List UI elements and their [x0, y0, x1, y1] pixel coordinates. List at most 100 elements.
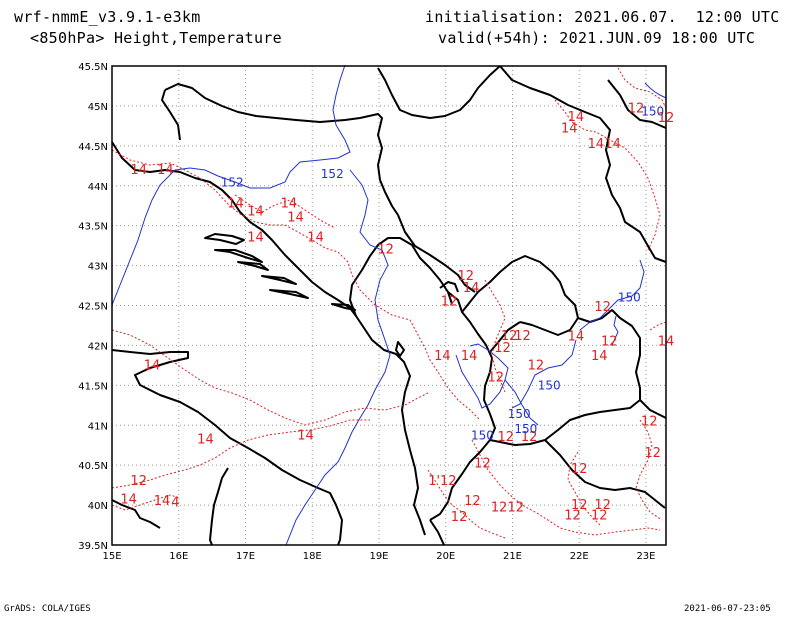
- footer-credit: GrADS: COLA/IGES: [4, 604, 91, 614]
- temperature-contour-label: 12: [528, 358, 545, 373]
- temperature-contour-label: 12: [377, 243, 394, 258]
- temperature-contour-label: 4: [171, 496, 179, 511]
- map-frame: [111, 65, 667, 546]
- coastline-italy: [111, 349, 343, 546]
- temperature-contour-label: 14: [588, 137, 605, 152]
- temperature-contour-label: 12: [571, 462, 588, 477]
- temperature-contour-label: 14: [463, 281, 480, 296]
- island-hvar: [237, 261, 269, 271]
- coastline-adriatic-east: [111, 141, 426, 536]
- temperature-contour-label: 12: [494, 341, 511, 356]
- lake-scutari: [395, 341, 405, 357]
- temperature-contour-label: 12: [441, 295, 458, 310]
- temperature-contours: [111, 67, 667, 539]
- temperature-contour-label: 12: [521, 430, 538, 445]
- temp-contour-14-south: [111, 419, 370, 489]
- temperature-contour-label: 14: [568, 110, 585, 125]
- height-contour-label: 150: [514, 422, 537, 436]
- coastline-calabria: [111, 499, 161, 529]
- temperature-contour-label: 14: [287, 211, 304, 226]
- island-krk: [204, 233, 245, 245]
- height-contour-150-ne: [644, 82, 667, 99]
- temp-contour-12-central: [567, 451, 601, 526]
- height-contour-label: 150: [618, 291, 641, 305]
- lat-tick-label: 43.5N: [78, 222, 108, 233]
- border-bosnia: [397, 214, 476, 293]
- border-bulgaria-greece: [639, 399, 667, 419]
- island-korcula: [261, 275, 297, 285]
- temperature-contour-label: 12: [594, 498, 611, 513]
- temperature-contour-label: 12: [564, 508, 581, 523]
- height-contour-label: 150: [641, 105, 664, 119]
- temperature-contour-label: 14: [434, 349, 451, 364]
- temperature-contour-label: 12: [501, 329, 518, 344]
- temperature-contour-label: 14: [197, 433, 214, 448]
- temperature-contour-label: 14: [154, 494, 171, 509]
- lat-tick-label: 39.5N: [78, 541, 108, 552]
- lon-tick-label: 20E: [436, 551, 455, 562]
- lat-tick-label: 42.5N: [78, 302, 108, 313]
- border-pannonia: [377, 65, 501, 119]
- border-montenegro: [349, 237, 453, 317]
- island-mljet: [269, 289, 309, 299]
- lat-tick-label: 43N: [88, 262, 108, 273]
- coastlines-borders: [111, 65, 667, 546]
- temp-contour-14-north: [111, 149, 481, 421]
- coastline-gulf-taranto: [209, 467, 229, 546]
- height-contour-label: 152: [221, 176, 244, 190]
- temperature-contour-label: 14: [157, 163, 174, 178]
- axis-tick-labels: 15E 16E 17E 18E 19E 20E 21E 22E 23E 45.5N 45N 44.5N…: [78, 62, 655, 562]
- lat-tick-label: 40N: [88, 501, 108, 512]
- temperature-contour-label: 14: [144, 358, 161, 373]
- height-contour-label: 150: [538, 378, 561, 392]
- lon-tick-label: 18E: [303, 551, 322, 562]
- temp-contour-12-bg: [635, 419, 663, 521]
- temperature-contour-label: 1'12: [428, 474, 456, 489]
- temperature-contour-label: 14: [130, 163, 147, 178]
- temperature-contour-label: 12: [571, 498, 588, 513]
- lon-tick-label: 15E: [102, 551, 121, 562]
- temperature-contour-label: 12: [488, 370, 505, 385]
- temperature-contour-label: 12: [628, 101, 645, 116]
- temperature-contour-label: 12: [474, 457, 491, 472]
- temperature-contour-label: 14: [227, 196, 244, 211]
- temp-contour-14-calabria: [111, 494, 181, 511]
- border-romania: [607, 79, 667, 129]
- temperature-contour-label: 12: [498, 430, 515, 445]
- temperature-contour-label: 14: [568, 330, 585, 345]
- border-kosovo: [461, 255, 579, 336]
- valid-time: valid(+54h): 2021.JUN.09 18:00 UTC: [438, 29, 756, 47]
- temperature-contour-label: 12: [594, 300, 611, 315]
- temperature-contour-label: 12: [591, 508, 608, 523]
- island-brac: [214, 249, 263, 263]
- temperature-contour-label: 14: [120, 492, 137, 507]
- temp-contour-14-italy: [111, 329, 431, 426]
- temperature-contour-label: 12: [451, 510, 468, 525]
- temperature-contour-label: 12: [457, 269, 474, 284]
- temperature-contour-label: 14: [604, 137, 621, 152]
- height-contour-label: 150: [471, 429, 494, 443]
- initialisation-time: initialisation: 2021.06.07. 12:00 UTC: [425, 8, 780, 26]
- temperature-contour-label: 14: [247, 231, 264, 246]
- lon-tick-label: 21E: [503, 551, 522, 562]
- height-contour-150-al: [455, 343, 509, 409]
- temp-contour-14-e: [649, 321, 667, 331]
- footer-timestamp: 2021-06-07-23:05: [684, 604, 771, 614]
- lon-tick-label: 23E: [636, 551, 655, 562]
- temperature-contour-label: 12: [508, 500, 525, 515]
- height-contour-152-south: [285, 169, 391, 546]
- temperature-contour-label: 14: [297, 429, 314, 444]
- lon-tick-label: 16E: [169, 551, 188, 562]
- border-north-macedonia: [489, 309, 641, 446]
- temp-contour-12-mk: [484, 279, 506, 393]
- height-contour-152: [111, 64, 351, 306]
- border-serbia-east: [499, 65, 667, 263]
- lat-tick-label: 44N: [88, 182, 108, 193]
- lon-tick-label: 17E: [236, 551, 255, 562]
- temperature-contour-label: 12: [601, 334, 618, 349]
- border-albania: [429, 291, 496, 521]
- border-slovenia-croatia: [164, 83, 399, 216]
- temperature-contour-label: 12: [514, 329, 531, 344]
